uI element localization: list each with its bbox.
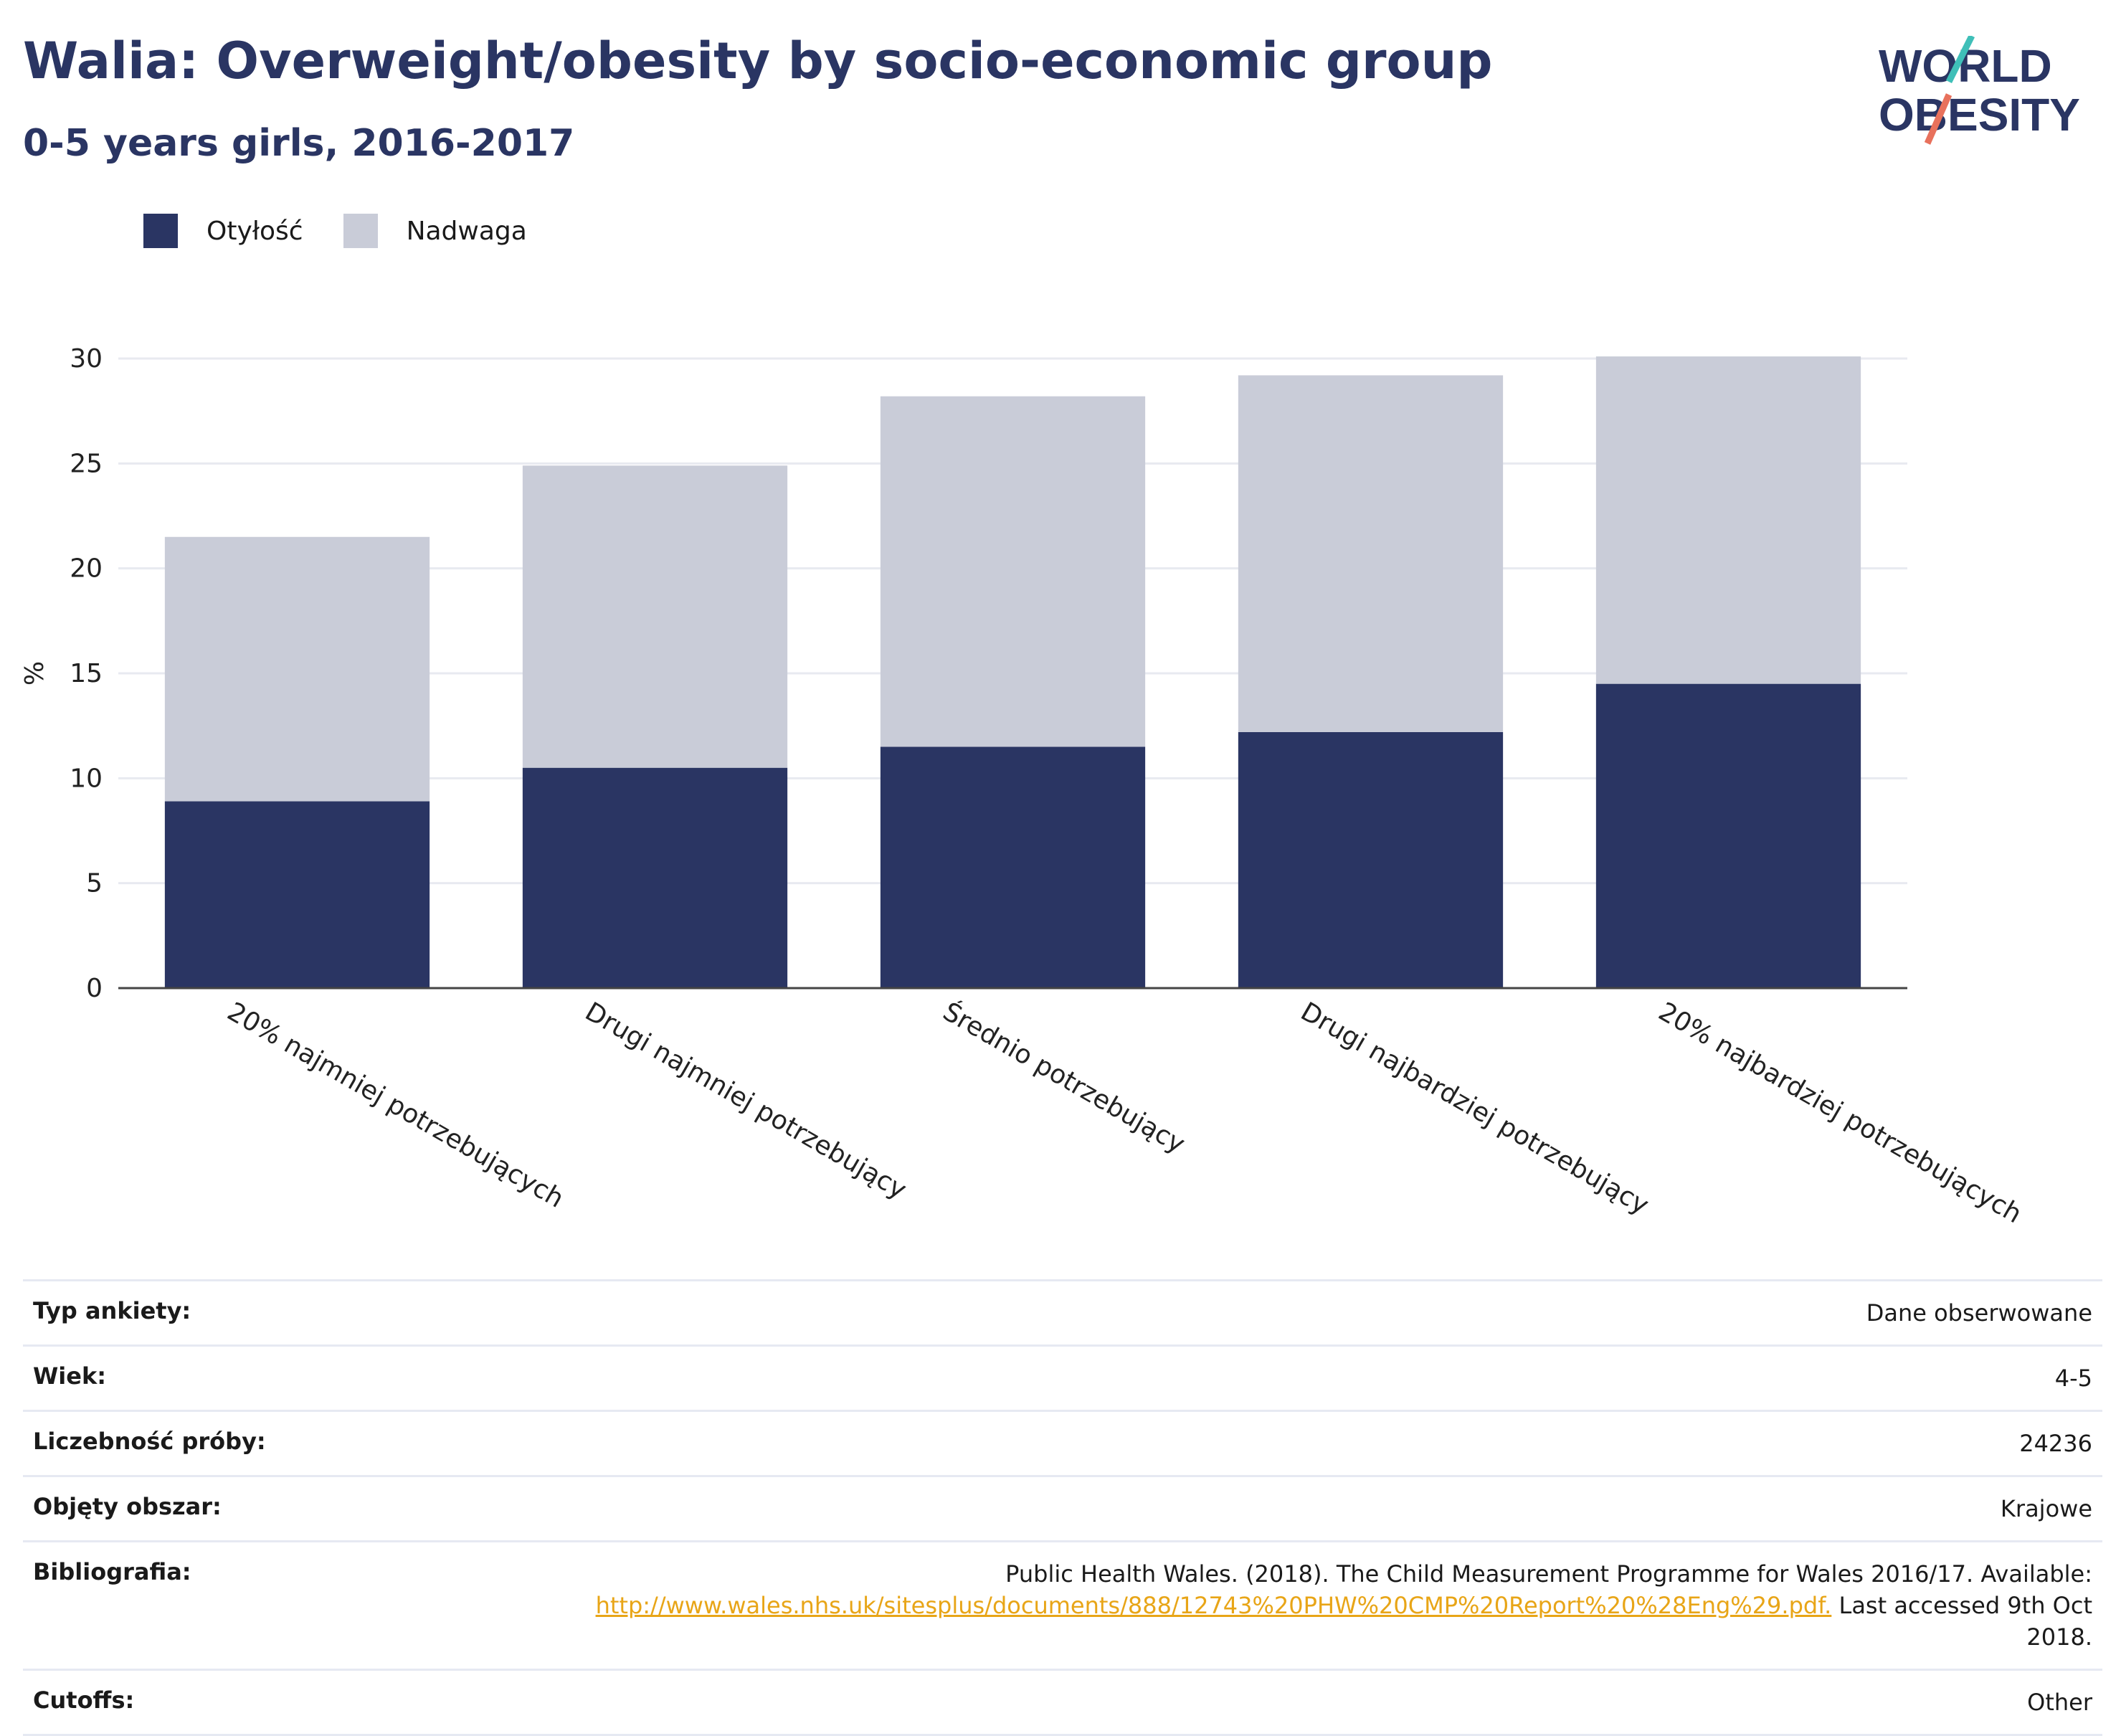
bar-segment-overweight [1238,375,1504,732]
meta-row: Objęty obszar: Krajowe [23,1475,2102,1542]
chart-subtitle: 0-5 years girls, 2016-2017 [23,122,575,165]
logo-teal-slash [1945,36,1975,84]
y-tick-label: 10 [70,764,103,793]
meta-row-cutoffs: Cutoffs: Other [23,1669,2102,1736]
meta-key: Liczebność próby: [23,1410,473,1476]
legend-label-obesity: Otyłość [207,216,303,246]
logo-line2: OBESITY [1879,89,2080,141]
legend-swatch-obesity [143,214,178,248]
meta-row-bibliography: Bibliografia: Public Health Wales. (2018… [23,1540,2102,1670]
meta-row: Wiek: 4-5 [23,1344,2102,1411]
chart-title: Walia: Overweight/obesity by socio-econo… [23,32,1493,90]
legend-label-overweight: Nadwaga [406,216,527,246]
bar-segment-overweight [880,396,1146,747]
legend: Otyłość Nadwaga [143,214,567,248]
bibliography-link[interactable]: http://www.wales.nhs.uk/sitesplus/docume… [595,1592,1832,1619]
x-tick-label: Drugi najbardziej potrzebujący [1296,997,1653,1220]
meta-row: Liczebność próby: 24236 [23,1410,2102,1476]
x-tick-label: 20% najmniej potrzebujących [222,997,569,1214]
y-tick-label: 0 [86,974,103,1003]
bar-segment-obesity [164,801,430,988]
meta-value: Krajowe [473,1475,2102,1542]
meta-key: Cutoffs: [23,1669,473,1736]
bibliography-line1: Public Health Wales. (2018). The Child M… [1005,1560,2092,1588]
bar-segment-overweight [1595,356,1861,684]
x-tick-label: Średnio potrzebujący [938,996,1190,1159]
bar-segment-obesity [1595,683,1861,988]
meta-key: Wiek: [23,1344,473,1411]
world-obesity-logo: WORLD OBESITY [1879,36,2080,145]
legend-swatch-overweight [343,214,378,248]
meta-key: Bibliografia: [23,1540,473,1670]
meta-value: 24236 [473,1410,2102,1476]
y-tick-label: 25 [70,449,103,478]
bibliography-line3: 2018. [2026,1623,2092,1651]
bar-segment-overweight [164,536,430,802]
metadata-table: Typ ankiety: Dane obserwowane Wiek: 4-5 Licz… [23,1279,2102,1736]
y-axis-label: % [20,661,49,686]
meta-key: Typ ankiety: [23,1279,473,1346]
meta-value: Other [473,1669,2102,1736]
bar-segment-overweight [522,465,788,768]
bar-segment-obesity [1238,731,1504,988]
bibliography-after-link: Last accessed 9th Oct [1831,1592,2092,1619]
y-tick-label: 5 [86,869,103,898]
logo-coral-slash [1924,93,1952,145]
bar-segment-obesity [522,767,788,988]
y-tick-label: 30 [70,344,103,374]
y-tick-label: 15 [70,659,103,688]
meta-value: Dane obserwowane [473,1279,2102,1346]
y-tick-label: 20 [70,554,103,584]
meta-value-bibliography: Public Health Wales. (2018). The Child M… [473,1540,2102,1670]
bar-segment-obesity [880,746,1146,988]
meta-key: Objęty obszar: [23,1475,473,1542]
x-tick-label: 20% najbardziej potrzebujących [1653,997,2026,1229]
x-tick-label: Drugi najmniej potrzebujący [580,997,911,1205]
meta-value: 4-5 [473,1344,2102,1411]
meta-row: Typ ankiety: Dane obserwowane [23,1279,2102,1346]
